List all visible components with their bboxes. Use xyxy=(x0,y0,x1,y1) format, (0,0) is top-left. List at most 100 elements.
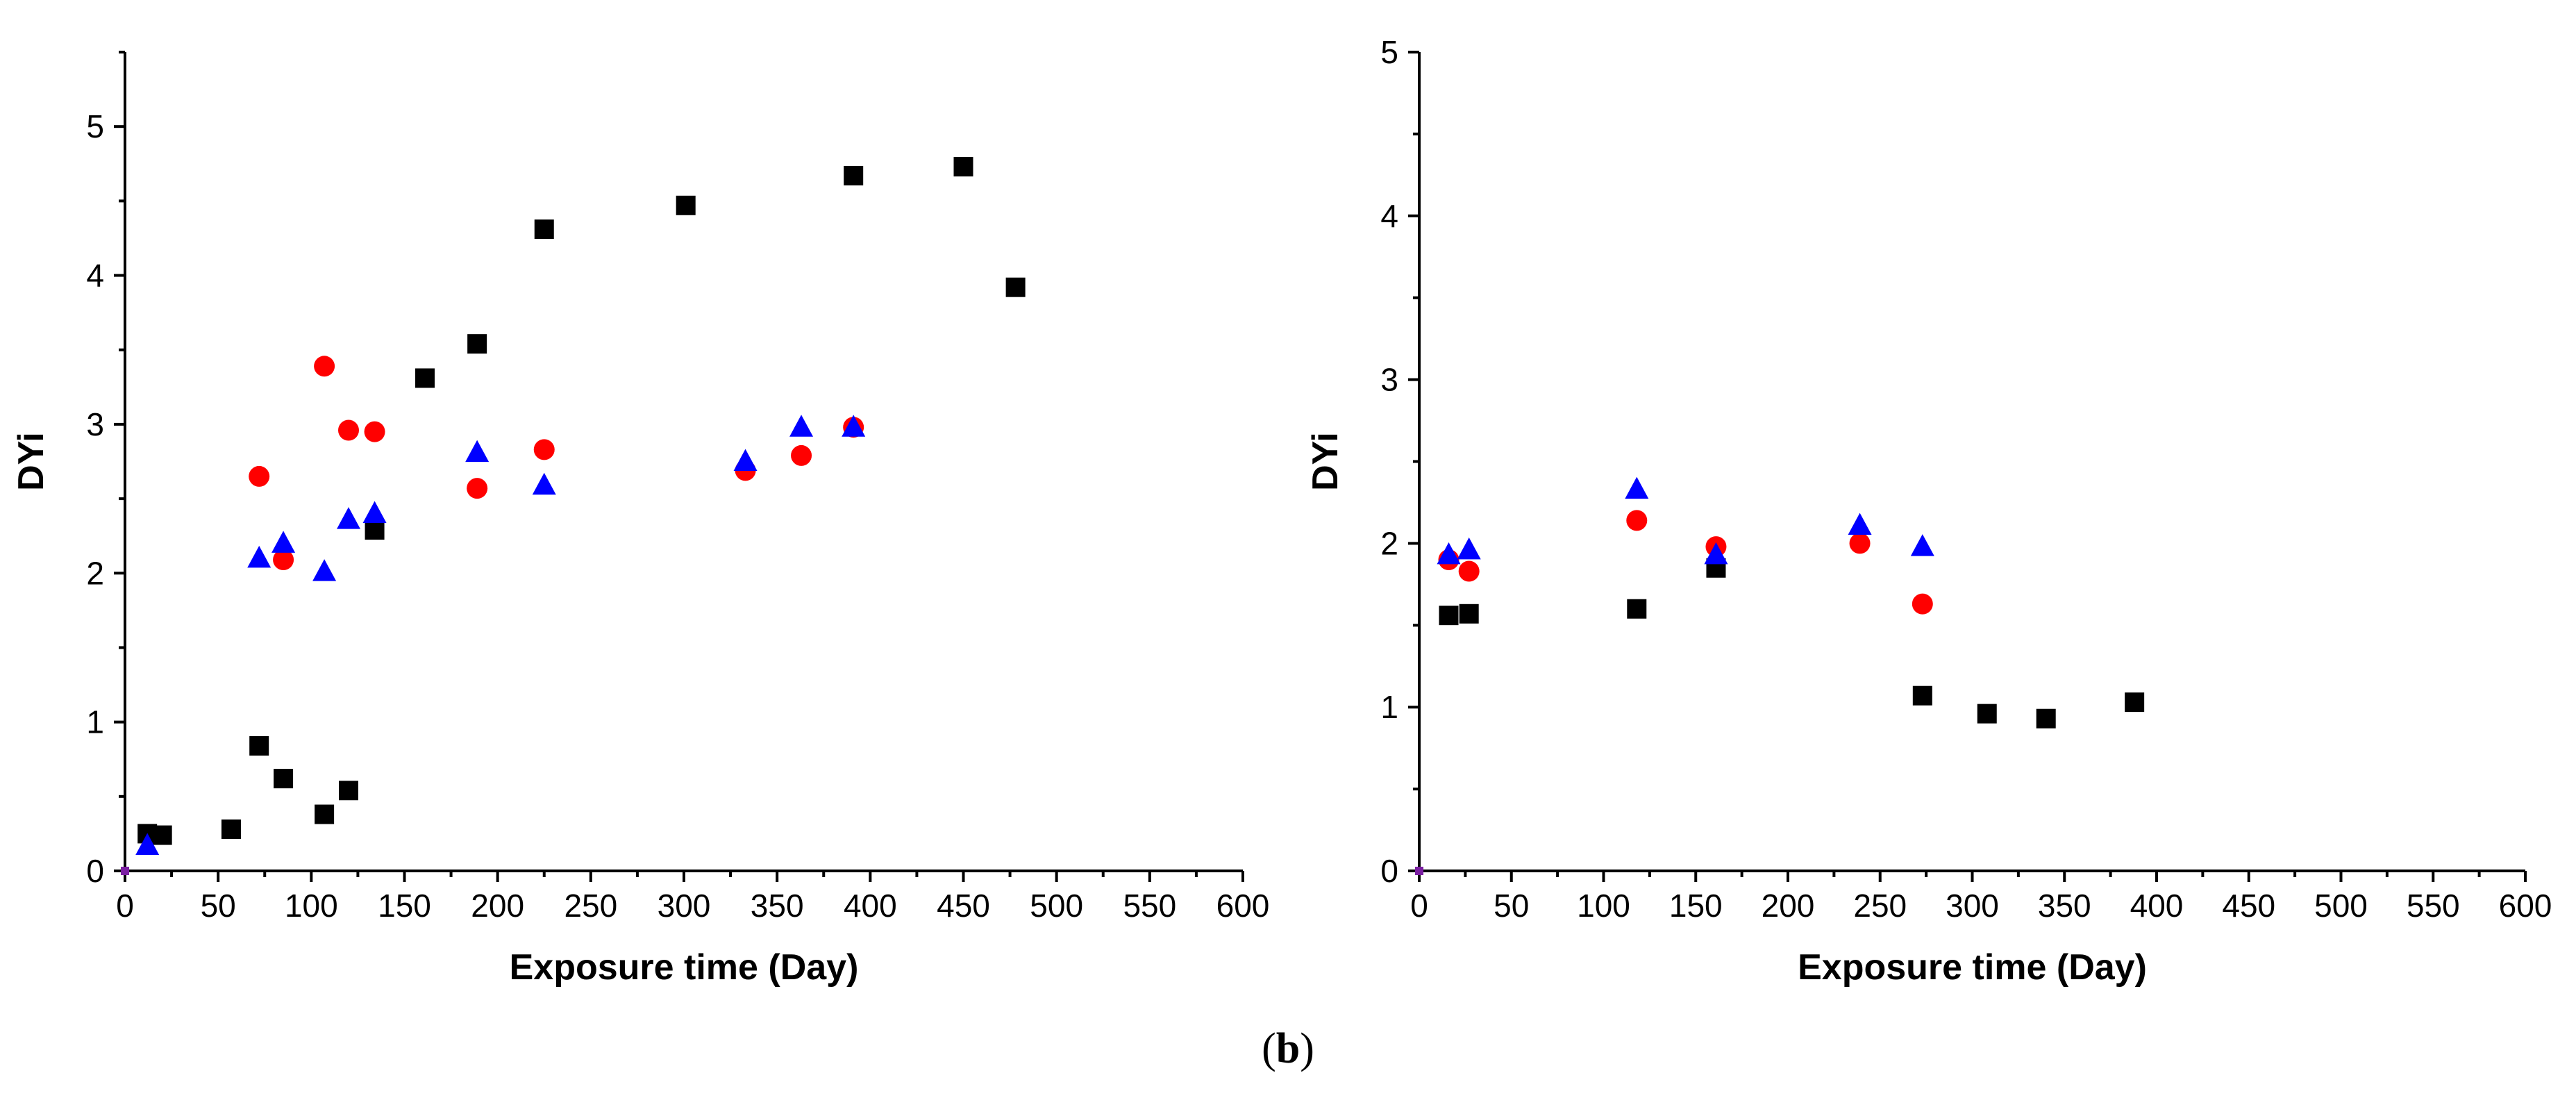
y-tick-label: 4 xyxy=(86,258,104,294)
data-point-triangle xyxy=(312,559,337,581)
data-point-triangle xyxy=(465,440,490,463)
x-tick-label: 350 xyxy=(751,888,804,924)
y-axis-title: DYi xyxy=(11,432,51,491)
y-tick-label: 2 xyxy=(86,555,104,591)
data-point-triangle xyxy=(532,472,556,495)
data-point-circle xyxy=(249,465,270,487)
x-tick-label: 450 xyxy=(2222,888,2275,924)
data-point-square xyxy=(1627,599,1647,619)
x-tick-label: 600 xyxy=(2499,888,2552,924)
data-point-square xyxy=(844,165,864,185)
y-tick-label: 5 xyxy=(86,108,104,144)
x-tick-label: 600 xyxy=(1216,888,1270,924)
x-tick-label: 0 xyxy=(1410,888,1428,924)
data-point-circle xyxy=(1458,560,1480,582)
x-tick-label: 400 xyxy=(2130,888,2184,924)
x-tick-label: 250 xyxy=(564,888,617,924)
x-tick-label: 50 xyxy=(201,888,236,924)
data-point-triangle xyxy=(789,415,814,437)
data-point-square xyxy=(2036,708,2056,729)
x-tick-label: 250 xyxy=(1853,888,1907,924)
y-tick-label: 1 xyxy=(86,704,104,740)
caption-label: b xyxy=(1276,1025,1300,1072)
x-tick-label: 100 xyxy=(285,888,338,924)
y-tick-label: 4 xyxy=(1380,198,1398,234)
data-point-circle xyxy=(1626,510,1648,531)
data-point-square xyxy=(2125,692,2145,713)
data-point-triangle xyxy=(1457,537,1481,560)
x-tick-label: 200 xyxy=(471,888,524,924)
data-point-circle xyxy=(791,444,812,466)
x-tick-label: 150 xyxy=(1669,888,1723,924)
y-tick-label: 2 xyxy=(1380,525,1398,561)
chart-right: 0 50 100 150 200 250 300 350 400 450 500 550 600 0 1 2 3… xyxy=(1305,34,2552,988)
data-point-square xyxy=(315,804,335,824)
data-point-triangle xyxy=(271,531,296,553)
x-axis-title: Exposure time (Day) xyxy=(510,947,859,988)
data-point-square xyxy=(221,819,241,839)
data-point-triangle xyxy=(362,501,387,524)
x-tick-label: 0 xyxy=(116,888,134,924)
data-point-triangle xyxy=(842,415,866,437)
data-point-triangle xyxy=(733,449,758,471)
y-tick-label: 3 xyxy=(1380,362,1398,398)
data-point-square xyxy=(1912,685,1932,706)
data-point-circle xyxy=(533,439,555,460)
y-axis-title: DYi xyxy=(1305,432,1346,491)
data-point-circle xyxy=(1849,533,1871,554)
caption-close-paren: ) xyxy=(1300,1025,1314,1072)
data-point-square xyxy=(953,157,973,177)
figure-caption: (b) xyxy=(1262,1025,1314,1072)
y-tick-label: 0 xyxy=(1380,853,1398,889)
x-tick-label: 450 xyxy=(937,888,990,924)
x-tick-label: 150 xyxy=(378,888,431,924)
data-point-square xyxy=(152,825,172,845)
data-point-triangle xyxy=(1704,542,1728,565)
data-point-triangle xyxy=(1437,542,1461,565)
x-axis-title: Exposure time (Day) xyxy=(1798,947,2147,988)
x-tick-label: 100 xyxy=(1577,888,1630,924)
data-point-square xyxy=(1005,277,1026,297)
x-tick-label: 500 xyxy=(1030,888,1083,924)
data-point-square xyxy=(1439,606,1459,626)
x-tick-label: 500 xyxy=(2314,888,2368,924)
data-point-square xyxy=(415,368,435,388)
x-tick-label: 350 xyxy=(2038,888,2091,924)
x-tick-label: 50 xyxy=(1494,888,1529,924)
data-point-origin xyxy=(1415,867,1423,875)
x-tick-label: 550 xyxy=(1123,888,1176,924)
data-point-square xyxy=(339,781,358,801)
data-point-circle xyxy=(338,419,359,441)
y-tick-label: 0 xyxy=(86,853,104,889)
data-point-circle xyxy=(364,421,385,442)
chart-left: 0 50 100 150 200 250 300 350 400 450 500 550 600 0 1 2 3… xyxy=(11,51,1270,988)
data-point-triangle xyxy=(247,545,271,568)
data-point-circle xyxy=(273,549,294,570)
x-tick-label: 300 xyxy=(1946,888,1999,924)
y-tick-label: 1 xyxy=(1380,689,1398,725)
x-tick-label: 400 xyxy=(844,888,897,924)
data-point-square xyxy=(467,334,487,354)
data-point-triangle xyxy=(337,507,360,529)
data-point-circle xyxy=(467,478,488,499)
data-point-circle xyxy=(1912,593,1933,615)
data-point-triangle xyxy=(1848,513,1872,535)
caption-open-paren: ( xyxy=(1262,1025,1276,1072)
data-point-triangle xyxy=(1910,534,1934,556)
x-tick-label: 200 xyxy=(1762,888,1815,924)
data-point-square xyxy=(1977,704,1997,724)
y-tick-label: 5 xyxy=(1380,34,1398,70)
data-point-triangle xyxy=(135,833,160,856)
y-tick-label: 3 xyxy=(86,406,104,442)
data-point-circle xyxy=(314,356,335,377)
data-point-triangle xyxy=(1625,476,1649,499)
data-point-origin xyxy=(121,867,129,875)
data-point-square xyxy=(534,219,554,240)
data-point-square xyxy=(1459,604,1479,624)
data-point-square xyxy=(365,520,385,540)
data-point-square xyxy=(249,735,269,756)
x-tick-label: 300 xyxy=(658,888,711,924)
data-point-square xyxy=(274,769,294,789)
